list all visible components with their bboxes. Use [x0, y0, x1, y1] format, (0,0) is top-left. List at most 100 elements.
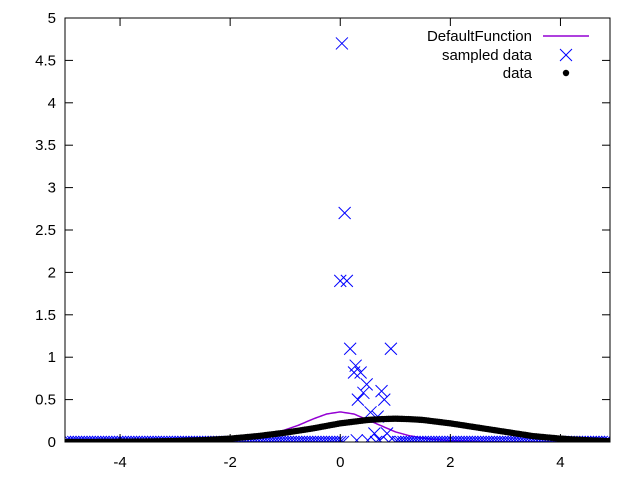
- x-marker-stroke: [360, 377, 374, 391]
- x-marker-stroke: [387, 435, 396, 442]
- x-marker-stroke: [267, 435, 275, 442]
- x-marker-stroke: [438, 435, 446, 442]
- x-marker-stroke: [413, 435, 421, 442]
- x-marker-stroke: [365, 433, 375, 442]
- x-marker-stroke: [88, 435, 96, 442]
- y-tick-label: 1.5: [35, 307, 56, 324]
- sampled-data-point: [349, 359, 363, 373]
- x-marker-stroke: [351, 393, 365, 406]
- x-marker-stroke: [377, 433, 387, 442]
- x-tick-label: -4: [113, 454, 126, 471]
- x-marker-stroke: [435, 435, 443, 442]
- x-marker-stroke: [281, 435, 289, 442]
- x-marker-stroke: [504, 435, 512, 442]
- x-marker-stroke: [468, 435, 476, 442]
- legend-swatch-dot: [562, 69, 570, 77]
- sampled-data-point: [340, 274, 354, 288]
- sampled-data-point: [333, 435, 347, 442]
- sampled-data-point: [364, 405, 377, 419]
- x-marker-stroke: [333, 274, 347, 288]
- sampled-data-point: [336, 435, 350, 442]
- x-marker-stroke: [130, 435, 138, 442]
- x-marker-stroke: [325, 435, 333, 442]
- x-marker-stroke: [377, 393, 391, 406]
- data-markers: [65, 415, 610, 442]
- x-marker-stroke: [322, 435, 330, 442]
- x-marker-stroke: [339, 435, 347, 442]
- x-marker-stroke: [343, 342, 357, 356]
- y-tick-label: 0: [48, 434, 56, 451]
- x-marker-stroke: [338, 206, 352, 220]
- x-marker-stroke: [382, 435, 390, 442]
- sampled-data-point: [373, 433, 387, 442]
- x-marker-stroke: [559, 48, 573, 62]
- x-marker-stroke: [331, 435, 339, 442]
- x-marker-stroke: [306, 435, 314, 442]
- y-tick-label: 4.5: [35, 52, 56, 69]
- x-marker-stroke: [328, 435, 336, 442]
- x-marker-stroke: [521, 435, 529, 442]
- x-marker-stroke: [309, 435, 317, 442]
- x-marker-stroke: [127, 435, 135, 442]
- x-marker-stroke: [496, 435, 504, 442]
- x-marker-stroke: [143, 435, 152, 442]
- x-marker-stroke: [474, 435, 482, 442]
- x-marker-stroke: [443, 435, 452, 442]
- x-marker-stroke: [482, 435, 490, 442]
- x-marker-stroke: [80, 435, 88, 442]
- x-marker-stroke: [298, 435, 306, 442]
- x-marker-stroke: [83, 435, 91, 442]
- x-marker-stroke: [300, 435, 308, 442]
- x-marker-stroke: [354, 366, 367, 379]
- x-tick-label: 2: [446, 454, 454, 471]
- x-marker-stroke: [488, 435, 496, 442]
- x-marker-stroke: [449, 435, 457, 442]
- x-marker-stroke: [455, 435, 463, 442]
- x-marker-stroke: [317, 435, 325, 442]
- x-marker-stroke: [357, 386, 370, 400]
- x-marker-stroke: [340, 274, 354, 288]
- x-marker-stroke: [424, 435, 432, 442]
- x-marker-stroke: [446, 435, 454, 442]
- x-marker-stroke: [416, 435, 424, 442]
- x-marker-stroke: [65, 435, 72, 442]
- x-marker-stroke: [384, 342, 398, 356]
- x-marker-stroke: [507, 435, 515, 442]
- x-marker-stroke: [463, 435, 471, 442]
- x-marker-stroke: [160, 435, 168, 442]
- sampled-data-point: [369, 435, 383, 442]
- x-marker-stroke: [86, 435, 94, 442]
- x-marker-stroke: [270, 435, 278, 442]
- sampled-data-point: [331, 435, 344, 442]
- legend-swatch-x: [559, 48, 573, 62]
- x-marker-stroke: [110, 435, 119, 442]
- x-marker-stroke: [466, 435, 474, 442]
- sampled-data-point: [350, 433, 364, 442]
- sampled-data-point: [354, 366, 367, 379]
- sampled-data-point: [382, 435, 396, 442]
- x-marker-stroke: [364, 405, 377, 419]
- x-marker-stroke: [108, 435, 116, 442]
- x-marker-stroke: [292, 435, 300, 442]
- x-marker-stroke: [99, 435, 107, 442]
- legend-label-2: data: [503, 65, 533, 82]
- x-marker-stroke: [284, 435, 292, 442]
- sampled-data-point: [351, 393, 365, 406]
- x-marker-stroke: [510, 435, 518, 442]
- sampled-data-point: [335, 37, 349, 50]
- x-marker-stroke: [397, 435, 405, 442]
- axes: 0 0.5 1 1.5 2 2.5 3 3.5 4 4.5 5 -4 -2 0 2 4: [35, 10, 611, 471]
- x-marker-stroke: [91, 435, 99, 442]
- x-marker-stroke: [477, 435, 485, 442]
- x-marker-stroke: [399, 435, 408, 442]
- x-marker-stroke: [66, 435, 74, 442]
- x-marker-stroke: [402, 435, 410, 442]
- x-marker-stroke: [314, 435, 322, 442]
- x-marker-stroke: [499, 435, 507, 442]
- sampled-data-point: [338, 206, 352, 220]
- sampled-data-point: [384, 342, 398, 356]
- x-marker-stroke: [116, 435, 124, 442]
- y-tick-label: 4: [48, 95, 56, 112]
- x-marker-stroke: [94, 435, 102, 442]
